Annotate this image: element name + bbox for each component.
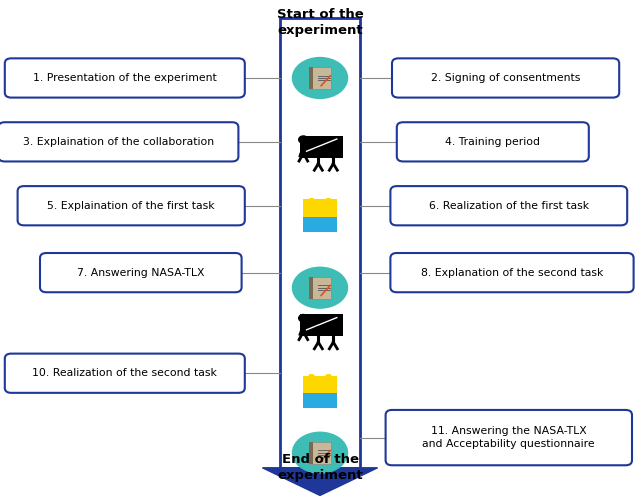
- Bar: [280, 18, 360, 468]
- Bar: [300, 314, 343, 337]
- Bar: [300, 136, 343, 158]
- Text: 2. Signing of consentments: 2. Signing of consentments: [431, 73, 580, 83]
- Circle shape: [299, 136, 308, 143]
- Ellipse shape: [292, 267, 348, 309]
- FancyBboxPatch shape: [308, 67, 332, 89]
- Circle shape: [314, 148, 323, 155]
- Text: 10. Realization of the second task: 10. Realization of the second task: [33, 368, 217, 378]
- FancyBboxPatch shape: [385, 410, 632, 465]
- Bar: [303, 200, 337, 217]
- FancyBboxPatch shape: [5, 58, 245, 98]
- Circle shape: [329, 148, 338, 155]
- Ellipse shape: [292, 57, 348, 99]
- Text: 5. Explaination of the first task: 5. Explaination of the first task: [47, 201, 215, 211]
- Bar: [303, 217, 337, 232]
- FancyBboxPatch shape: [17, 186, 245, 225]
- FancyBboxPatch shape: [308, 277, 332, 299]
- FancyBboxPatch shape: [390, 186, 627, 225]
- FancyBboxPatch shape: [0, 122, 239, 161]
- Circle shape: [314, 327, 323, 334]
- Bar: [308, 277, 313, 299]
- Text: 3. Explaination of the collaboration: 3. Explaination of the collaboration: [23, 137, 214, 147]
- Text: 8. Explanation of the second task: 8. Explanation of the second task: [421, 268, 603, 278]
- FancyBboxPatch shape: [397, 122, 589, 161]
- Text: 6. Realization of the first task: 6. Realization of the first task: [429, 201, 589, 211]
- Bar: [308, 67, 313, 89]
- Text: 1. Presentation of the experiment: 1. Presentation of the experiment: [33, 73, 217, 83]
- Ellipse shape: [308, 198, 315, 201]
- Bar: [303, 393, 337, 408]
- Text: 11. Answering the NASA-TLX
and Acceptability questionnaire: 11. Answering the NASA-TLX and Acceptabi…: [422, 427, 595, 449]
- FancyBboxPatch shape: [40, 253, 242, 292]
- Circle shape: [329, 327, 338, 334]
- Ellipse shape: [292, 432, 348, 474]
- Polygon shape: [262, 468, 378, 495]
- Text: 7. Answering NASA-TLX: 7. Answering NASA-TLX: [77, 268, 205, 278]
- Ellipse shape: [308, 374, 315, 377]
- Ellipse shape: [325, 198, 332, 201]
- FancyBboxPatch shape: [5, 354, 245, 393]
- Ellipse shape: [325, 374, 332, 377]
- Text: 4. Training period: 4. Training period: [445, 137, 540, 147]
- Circle shape: [299, 314, 308, 322]
- Text: Start of the
experiment: Start of the experiment: [276, 8, 364, 37]
- Bar: [303, 376, 337, 393]
- Bar: [308, 442, 313, 464]
- Text: End of the
experiment: End of the experiment: [277, 453, 363, 482]
- FancyBboxPatch shape: [392, 58, 620, 98]
- FancyBboxPatch shape: [308, 442, 332, 464]
- FancyBboxPatch shape: [390, 253, 634, 292]
